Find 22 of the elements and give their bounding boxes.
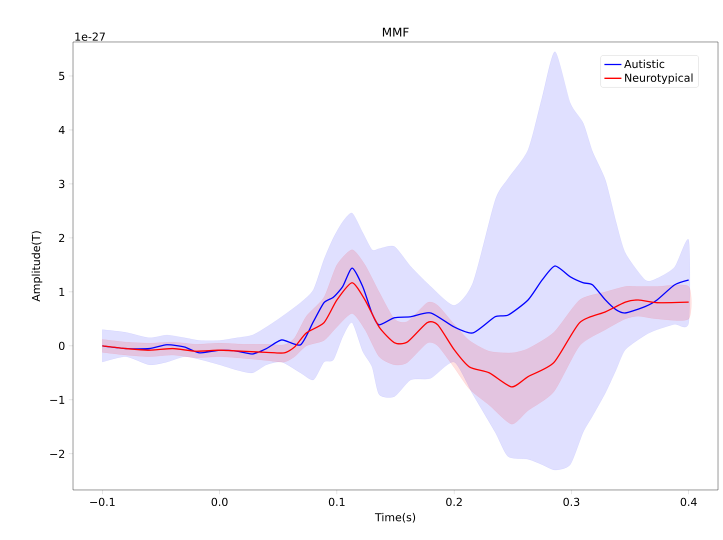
chart-title: MMF [382,28,409,36]
legend-label: Neurotypical [625,73,692,84]
y-tick-label: −1 [50,396,64,404]
y-tick-label: −2 [50,450,64,458]
y-axis-title: Amplitude(T) [32,231,42,302]
y-tick-label: 5 [59,72,64,80]
line-series [102,282,690,388]
legend-label: Autistic [624,60,664,68]
y-tick-label: 1 [59,288,64,296]
line-series [102,265,690,355]
x-axis-title: Time(s) [374,512,416,523]
x-tick-label: 0.3 [563,498,580,506]
x-tick-label: 0.1 [328,498,345,506]
x-tick-label: 0.0 [212,498,228,506]
text: 1e-27 [75,32,105,41]
x-tick-label: −0.1 [90,498,115,506]
y-tick-label: 4 [58,126,65,134]
x-tick-label: 0.2 [446,498,462,506]
y-tick-label: 0 [58,342,64,350]
y-tick-label: 3 [59,180,64,188]
y-tick-label: 2 [59,234,64,242]
x-tick-label: 0.4 [680,498,697,506]
